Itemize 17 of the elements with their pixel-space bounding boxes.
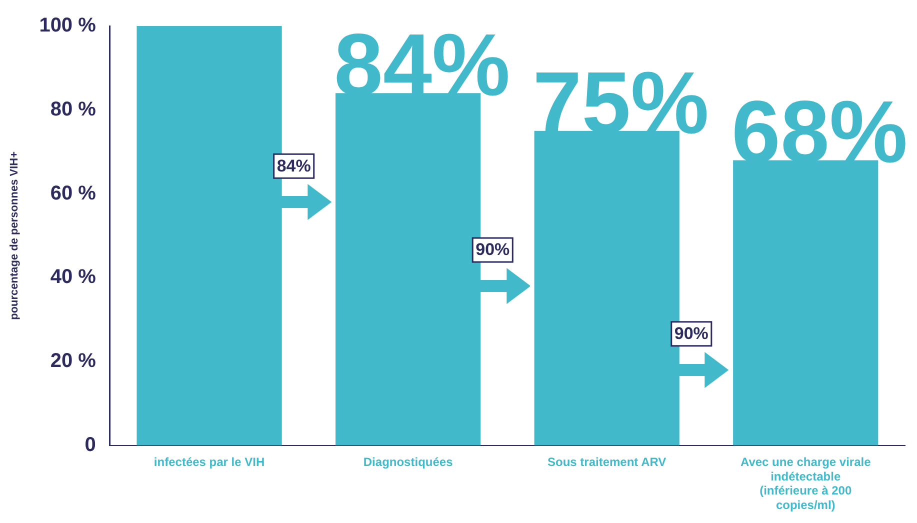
y-tick-label: 60 % — [50, 182, 96, 204]
y-tick-label: 20 % — [50, 350, 96, 372]
x-tick-label: Sous traitement ARV — [547, 454, 666, 469]
y-tick-label: 0 — [84, 434, 96, 456]
x-tick-label: Avec une charge virale indétectable (inférieure à 200 copies/ml) — [740, 454, 872, 512]
annotation: 90% — [674, 324, 708, 344]
x-tick-label: infectées par le VIH — [154, 454, 265, 469]
y-axis-title: pourcentage de personnes VIH+ — [8, 151, 21, 320]
data-label: 75% — [532, 52, 709, 152]
y-tick-label: 80 % — [50, 98, 96, 120]
annotation: 90% — [476, 240, 510, 260]
x-tick-label: Diagnostiquées — [363, 454, 454, 469]
y-tick-label: 100 % — [39, 14, 96, 37]
annotation: 84% — [276, 156, 311, 176]
data-label: 84% — [334, 15, 510, 114]
y-tick-label: 40 % — [50, 266, 96, 288]
data-label: 68% — [732, 82, 908, 182]
